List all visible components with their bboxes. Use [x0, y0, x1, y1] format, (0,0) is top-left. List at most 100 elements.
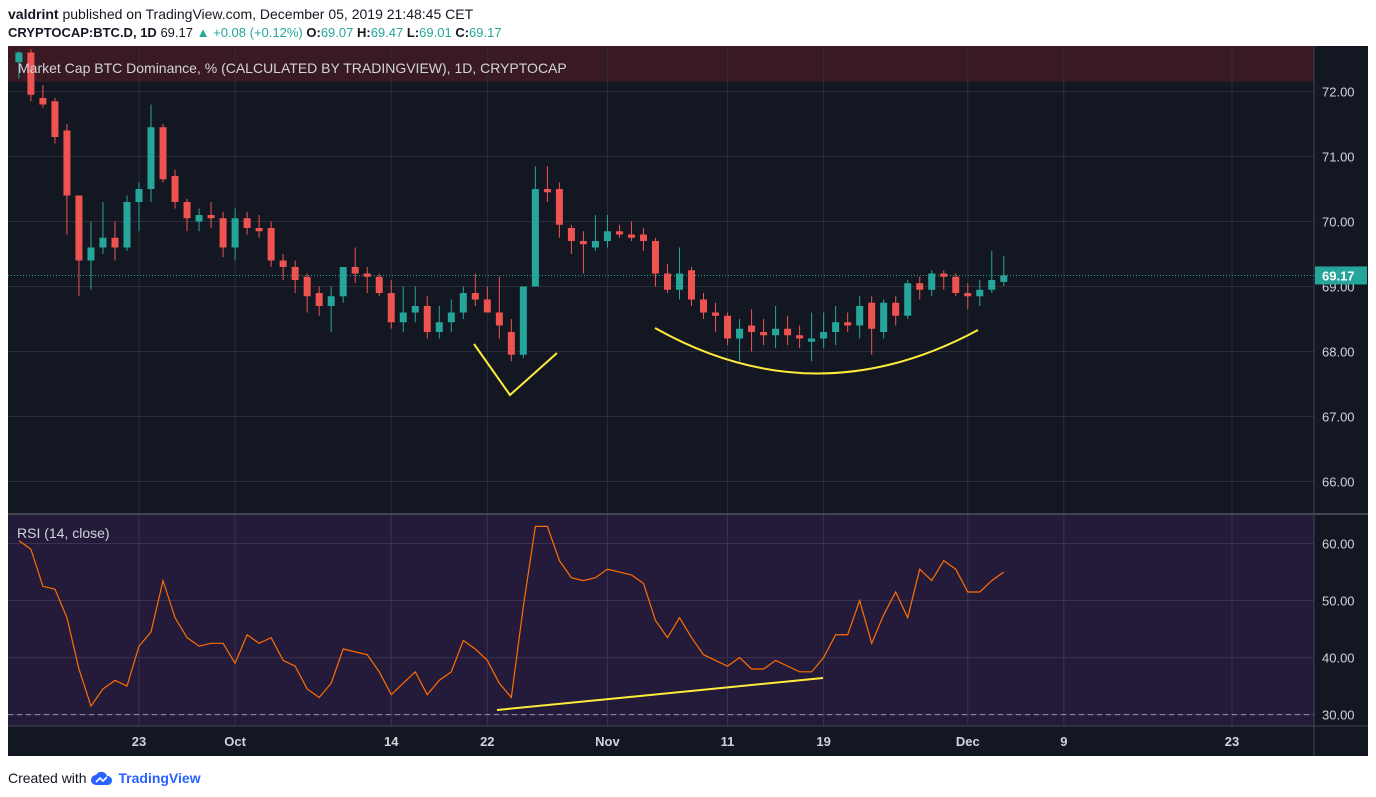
candle [760, 319, 768, 345]
candle [363, 267, 371, 293]
candle-body [663, 273, 671, 290]
candle-body [507, 332, 515, 355]
candle-body [784, 328, 792, 336]
candle [255, 215, 263, 238]
candle [591, 215, 599, 251]
candle-body [808, 338, 816, 342]
rounded-bottom-annotation [654, 327, 979, 375]
candle-body [423, 306, 431, 332]
open-value: 69.07 [320, 25, 354, 40]
candle-body [315, 293, 323, 306]
candle-body [916, 283, 924, 290]
candle [171, 169, 179, 209]
candle-body [700, 299, 708, 313]
candle [579, 231, 587, 274]
rsi-pane-background [8, 515, 1314, 726]
chart-canvas[interactable]: 72.0071.0070.0069.0068.0067.0066.0060.00… [0, 46, 1376, 758]
candle [99, 202, 107, 254]
candle-body [567, 228, 575, 241]
candle-body [411, 306, 419, 313]
last-price-tag-label: 69.17 [1322, 268, 1355, 283]
tradingview-brand[interactable]: TradingView [118, 770, 201, 786]
up-arrow-icon: ▲ [196, 25, 210, 40]
close-value: 69.17 [469, 25, 502, 40]
candle-body [880, 302, 888, 332]
date-tick-label: Dec [956, 734, 980, 749]
candle [675, 247, 683, 300]
candle [327, 286, 335, 332]
candle [423, 296, 431, 339]
date-tick-label: 9 [1060, 734, 1067, 749]
candle [808, 312, 816, 362]
candle-body [964, 293, 972, 297]
candle [976, 280, 984, 306]
candle [784, 315, 792, 345]
candle-body [832, 322, 840, 332]
candle [988, 250, 996, 293]
candle-body [531, 189, 539, 287]
candle-body [51, 101, 59, 137]
candle [796, 325, 804, 349]
candle [712, 302, 720, 332]
candle-body [772, 328, 780, 336]
candle-body [904, 283, 912, 316]
candle [856, 296, 864, 339]
change-value: +0.08 (+0.12%) [213, 25, 303, 40]
candle [832, 306, 840, 345]
candle [483, 286, 491, 313]
author-name[interactable]: valdrint [8, 6, 59, 22]
candle [868, 296, 876, 355]
candle [820, 312, 828, 349]
tradingview-cloud-icon [91, 772, 113, 786]
date-tick-label: 11 [721, 734, 735, 749]
candle-body [712, 312, 720, 316]
date-tick-label: 22 [480, 734, 494, 749]
candle-body [267, 228, 275, 261]
candle-body [255, 228, 263, 232]
candle [639, 228, 647, 251]
candle-body [243, 218, 251, 228]
candle-body [555, 189, 563, 225]
candle-body [844, 322, 852, 326]
date-tick-label: 23 [132, 734, 146, 749]
price-pane-title: Market Cap BTC Dominance, % (CALCULATED … [18, 60, 567, 76]
candle-body [760, 332, 768, 336]
close-label: C: [455, 25, 470, 40]
candle-body [519, 286, 527, 355]
candle-body [603, 231, 611, 241]
candle [447, 299, 455, 332]
candle-body [615, 231, 623, 235]
low-value: 69.01 [419, 25, 452, 40]
candle-body [387, 293, 395, 323]
candle-body [171, 176, 179, 202]
candle-body [483, 299, 491, 313]
candle-body [63, 130, 71, 196]
candle-body [820, 332, 828, 339]
candle [315, 286, 323, 316]
candle-body [339, 267, 347, 297]
price-tick-label: 66.00 [1322, 475, 1355, 490]
candle [531, 166, 539, 287]
candle-body [940, 273, 948, 277]
candle [399, 286, 407, 332]
candle-body [447, 312, 455, 323]
candle [219, 211, 227, 258]
created-with-text: Created with [8, 770, 87, 786]
v-bottom-annotation [473, 343, 558, 397]
candle-body [976, 289, 984, 297]
candle-body [796, 335, 804, 339]
candle [75, 195, 83, 297]
candle [964, 283, 972, 310]
candle [339, 267, 347, 303]
price-pane-background [8, 46, 1368, 514]
rsi-pane-title: RSI (14, close) [17, 525, 110, 541]
high-label: H: [356, 25, 371, 40]
candle-body [111, 237, 119, 248]
candle-body [591, 241, 599, 248]
rsi-tick-label: 40.00 [1322, 651, 1355, 666]
candle [724, 312, 732, 345]
interval-label: 1D [140, 25, 157, 40]
candle [27, 49, 35, 102]
candle-body [892, 302, 900, 316]
candle [880, 299, 888, 339]
